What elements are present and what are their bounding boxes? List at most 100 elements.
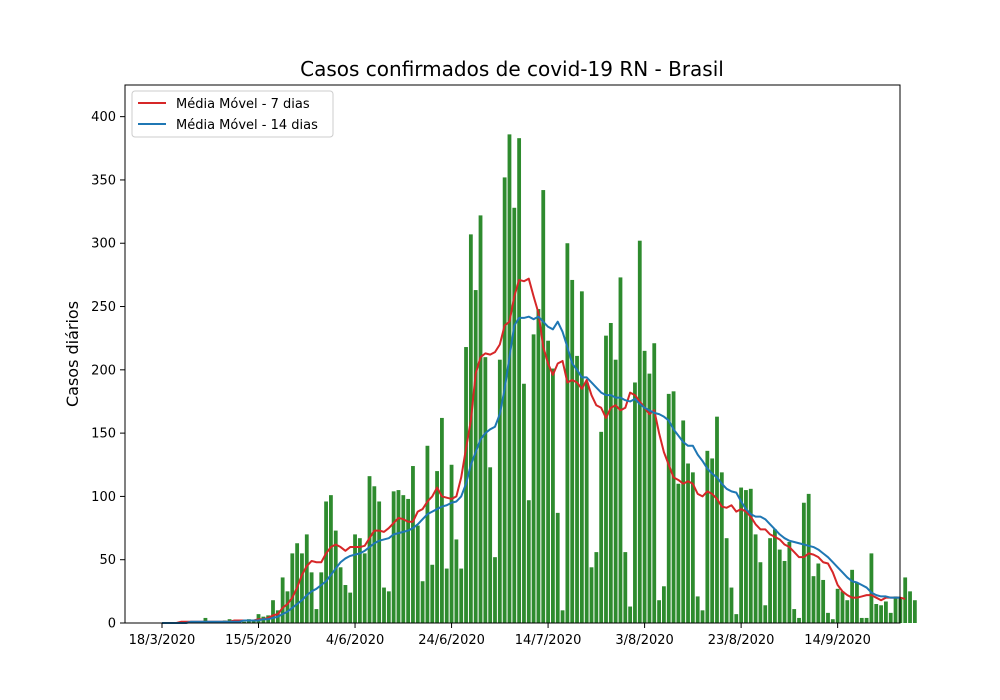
- bar: [473, 290, 478, 623]
- bar: [242, 621, 246, 623]
- bars-group: [179, 134, 917, 624]
- bar: [396, 490, 401, 623]
- bar: [343, 585, 348, 623]
- bar: [362, 553, 367, 623]
- bar: [633, 382, 637, 623]
- bar: [440, 417, 444, 623]
- bar: [623, 552, 628, 623]
- bar: [401, 495, 406, 623]
- bar: [551, 368, 555, 623]
- y-tick-label: 0: [108, 617, 116, 632]
- bar: [309, 572, 314, 623]
- bar: [449, 464, 454, 623]
- bar: [203, 617, 208, 623]
- x-tick-label: 23/8/2020: [708, 633, 775, 648]
- bar: [338, 567, 343, 623]
- bar: [801, 502, 806, 623]
- bar: [753, 534, 758, 623]
- y-tick-label: 350: [91, 173, 116, 188]
- bar: [329, 495, 333, 623]
- bar: [903, 577, 908, 623]
- bar: [285, 591, 290, 623]
- bar: [912, 600, 917, 623]
- bar: [594, 552, 599, 623]
- bar: [884, 601, 888, 623]
- bar: [686, 463, 690, 623]
- chart-title: Casos confirmados de covid-19 RN - Brasi…: [300, 57, 724, 81]
- bar: [777, 549, 782, 623]
- bar: [806, 493, 811, 623]
- bar: [579, 291, 584, 623]
- y-tick-label: 300: [91, 237, 116, 252]
- bar: [333, 530, 338, 623]
- x-tick-label: 14/7/2020: [515, 633, 582, 648]
- bar: [869, 553, 874, 623]
- bar: [357, 538, 362, 623]
- bar: [797, 617, 801, 623]
- bar: [541, 190, 546, 623]
- bar: [531, 334, 536, 623]
- bar: [300, 553, 304, 623]
- x-tick-label: 18/3/2020: [129, 633, 196, 648]
- bar: [681, 420, 686, 623]
- bar: [637, 240, 642, 623]
- bar: [589, 567, 594, 623]
- bar: [483, 357, 488, 623]
- bar: [864, 617, 869, 623]
- bar: [290, 553, 295, 623]
- y-axis-label: Casos diários: [63, 301, 82, 407]
- bar: [319, 572, 324, 623]
- y-tick-label: 400: [91, 110, 116, 125]
- bar: [671, 391, 676, 623]
- legend: Média Móvel - 7 dias Média Móvel - 14 dia…: [131, 90, 334, 138]
- bar: [792, 609, 797, 623]
- bar: [850, 569, 855, 623]
- bar: [845, 600, 850, 623]
- bar: [526, 500, 531, 623]
- y-axis: 0 50 100 150 200 250 300 350 400: [91, 110, 125, 632]
- bar: [729, 587, 734, 623]
- bar: [719, 472, 724, 623]
- bar: [734, 614, 739, 623]
- bar: [502, 177, 507, 623]
- bar: [826, 612, 830, 623]
- bar: [314, 609, 319, 623]
- bar: [444, 568, 449, 623]
- series-line-1: [162, 277, 906, 624]
- bar: [478, 215, 483, 623]
- bar: [459, 568, 464, 623]
- bar: [666, 393, 671, 623]
- bar: [324, 501, 328, 623]
- x-tick-label: 24/6/2020: [418, 633, 485, 648]
- bar: [613, 359, 618, 623]
- bar: [560, 610, 565, 623]
- bar: [584, 382, 589, 623]
- bar: [840, 591, 845, 623]
- bar: [420, 581, 425, 623]
- y-tick-label: 250: [91, 300, 116, 315]
- bar: [695, 596, 700, 623]
- y-tick-label: 50: [99, 553, 116, 568]
- bar: [555, 512, 560, 623]
- bar: [536, 309, 541, 623]
- bar: [372, 486, 377, 623]
- bar: [647, 373, 652, 623]
- bar: [768, 538, 772, 623]
- legend-label: Média Móvel - 14 dias: [176, 118, 318, 133]
- bar: [782, 560, 787, 623]
- x-tick-label: 4/6/2020: [326, 633, 384, 648]
- bar: [430, 564, 435, 623]
- bar: [642, 350, 647, 623]
- bar: [821, 579, 826, 623]
- bar: [748, 488, 753, 623]
- bar: [570, 279, 575, 623]
- bar: [657, 600, 661, 623]
- bar: [710, 458, 715, 623]
- bar: [604, 335, 608, 623]
- bar: [522, 383, 526, 623]
- bar: [599, 431, 604, 623]
- bar: [304, 534, 309, 623]
- bar: [367, 476, 372, 623]
- bar: [690, 472, 695, 623]
